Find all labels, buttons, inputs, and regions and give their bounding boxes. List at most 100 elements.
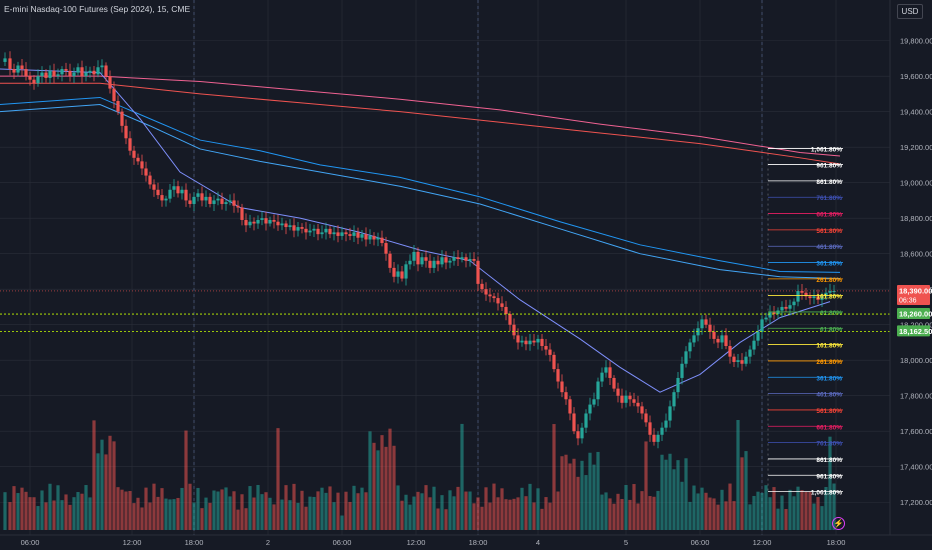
- fib-level-label: 261.80%: [816, 359, 842, 366]
- candle-body: [324, 228, 328, 233]
- volume-bar: [392, 445, 396, 530]
- fib-level-label: 861.80%: [816, 179, 842, 186]
- volume-bar: [208, 502, 212, 530]
- candle-body: [652, 434, 656, 442]
- candle-body: [592, 399, 596, 405]
- volume-bar: [636, 503, 640, 530]
- price-label-box: [897, 284, 930, 305]
- volume-bar: [700, 487, 704, 530]
- volume-bar: [796, 486, 800, 530]
- candle-body: [260, 218, 264, 220]
- candle-body: [452, 257, 456, 261]
- candle-body: [316, 228, 320, 235]
- candle-body: [36, 76, 40, 84]
- candle-body: [664, 420, 668, 428]
- volume-bar: [96, 453, 100, 530]
- candle-body: [232, 200, 236, 206]
- volume-bar: [344, 491, 348, 530]
- volume-bar: [656, 490, 660, 530]
- candle-body: [376, 237, 380, 240]
- candle-body: [296, 227, 300, 231]
- candle-body: [520, 340, 524, 343]
- candle-body: [668, 406, 672, 421]
- volume-bar: [256, 484, 260, 530]
- candle-body: [676, 377, 680, 393]
- chart-title: E-mini Nasdaq-100 Futures (Sep 2024), 15…: [4, 4, 191, 14]
- fib-level-label: 61.80%: [820, 326, 842, 333]
- candle-body: [112, 88, 116, 101]
- volume-bar: [608, 498, 612, 530]
- volume-bar: [408, 504, 412, 530]
- volume-bar: [132, 503, 136, 530]
- volume-bar: [808, 491, 812, 530]
- candle-body: [432, 260, 436, 268]
- volume-bar: [476, 497, 480, 530]
- volume-bar: [108, 435, 112, 530]
- candle-body: [548, 349, 552, 355]
- candle-body: [72, 72, 76, 77]
- candle-body: [540, 338, 544, 347]
- candle-body: [220, 198, 224, 204]
- volume-bar: [680, 481, 684, 530]
- candle-body: [712, 331, 716, 339]
- volume-bar: [644, 441, 648, 530]
- volume-bar: [400, 500, 404, 530]
- candle-body: [740, 360, 744, 364]
- candle-body: [792, 301, 796, 306]
- candle-body: [516, 335, 520, 343]
- candle-body: [300, 227, 304, 229]
- x-tick-label: 12:00: [407, 538, 426, 547]
- candle-body: [508, 314, 512, 325]
- candle-body: [768, 312, 772, 318]
- volume-bar: [20, 487, 24, 530]
- candle-body: [192, 196, 196, 204]
- candle-body: [28, 76, 32, 80]
- volume-bar: [432, 486, 436, 530]
- candle-body: [692, 335, 696, 343]
- candle-body: [684, 351, 688, 364]
- volume-bar: [720, 489, 724, 530]
- volume-bar: [684, 458, 688, 530]
- x-tick-label: 06:00: [21, 538, 40, 547]
- candle-body: [580, 427, 584, 439]
- volume-bar: [540, 508, 544, 530]
- volume-bar: [244, 508, 248, 530]
- candle-body: [252, 221, 256, 224]
- volume-bar: [776, 508, 780, 530]
- candle-body: [276, 221, 280, 226]
- candle-body: [808, 296, 812, 299]
- candle-body: [588, 404, 592, 414]
- currency-button[interactable]: USD: [897, 4, 923, 19]
- y-tick-label: 18,800.00: [900, 214, 932, 223]
- volume-bar: [232, 491, 236, 530]
- candle-body: [680, 363, 684, 378]
- candle-body: [304, 228, 308, 233]
- x-tick-label: 12:00: [753, 538, 772, 547]
- volume-bar: [164, 498, 168, 530]
- candle-body: [560, 381, 564, 393]
- candle-body: [624, 395, 628, 403]
- candle-body: [484, 289, 488, 295]
- candle-body: [204, 196, 208, 201]
- flash-icon[interactable]: ⚡: [832, 517, 845, 530]
- volume-bar: [436, 508, 440, 530]
- candle-body: [604, 367, 608, 373]
- fib-level-label: 461.80%: [816, 392, 842, 399]
- candle-body: [16, 65, 20, 73]
- volume-bar: [236, 509, 240, 530]
- volume-bar: [768, 497, 772, 530]
- volume-bar: [404, 494, 408, 530]
- volume-bar: [80, 493, 84, 530]
- volume-bar: [336, 492, 340, 530]
- volume-bar: [828, 436, 832, 530]
- candle-body: [584, 413, 588, 428]
- volume-bar: [252, 497, 256, 530]
- volume-bar: [228, 496, 232, 530]
- candle-body: [492, 296, 496, 299]
- candle-body: [728, 346, 732, 357]
- volume-bar: [632, 484, 636, 530]
- volume-bar: [380, 435, 384, 530]
- volume-bar: [172, 499, 176, 530]
- volume-bar: [812, 503, 816, 530]
